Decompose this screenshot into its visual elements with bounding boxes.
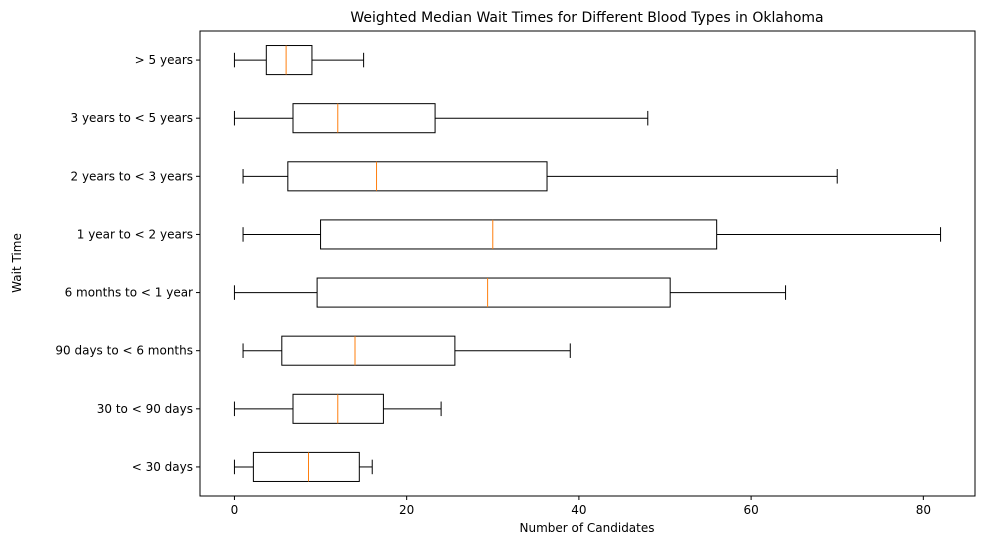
y-tick-label: < 30 days [132, 460, 193, 474]
y-axis-label: Wait Time [10, 233, 24, 293]
x-axis-ticks: 0 20 40 60 80 [231, 496, 931, 517]
y-axis-ticks: < 30 days 30 to < 90 days 90 days to < 6 m… [55, 53, 200, 474]
box-group [233, 451, 373, 482]
boxes-layer [233, 45, 942, 482]
box-group [233, 393, 442, 424]
y-tick-label: 6 months to < 1 year [65, 286, 193, 300]
y-tick-label: > 5 years [135, 53, 193, 67]
box-group [233, 103, 649, 134]
x-tick-label: 0 [231, 503, 239, 517]
iqr-box [292, 103, 436, 134]
x-tick-label: 40 [571, 503, 586, 517]
x-axis-label: Number of Candidates [520, 521, 655, 535]
iqr-box [316, 277, 671, 308]
plot-area-frame [199, 30, 976, 497]
box-group [242, 335, 571, 366]
iqr-box [281, 335, 456, 366]
box-group [242, 161, 838, 192]
x-tick-label: 80 [916, 503, 931, 517]
box-group [242, 219, 942, 250]
x-tick-label: 20 [399, 503, 414, 517]
y-tick-label: 2 years to < 3 years [71, 169, 194, 183]
y-tick-label: 30 to < 90 days [97, 402, 193, 416]
chart-title: Weighted Median Wait Times for Different… [350, 10, 823, 26]
y-tick-label: 3 years to < 5 years [71, 111, 194, 125]
box-group [233, 277, 787, 308]
box-group [233, 45, 365, 76]
iqr-box [265, 45, 313, 76]
iqr-box [252, 451, 360, 482]
x-tick-label: 60 [743, 503, 758, 517]
y-tick-label: 90 days to < 6 months [55, 344, 193, 358]
y-tick-label: 1 year to < 2 years [77, 227, 193, 241]
iqr-box [287, 161, 548, 192]
iqr-box [320, 219, 718, 250]
